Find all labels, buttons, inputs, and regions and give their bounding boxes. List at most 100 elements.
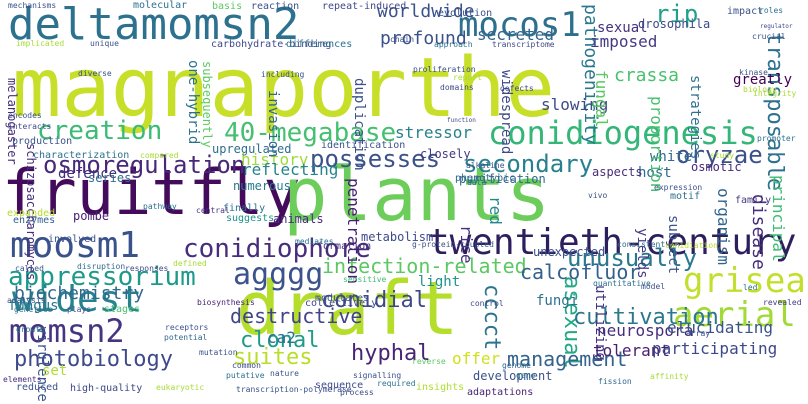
word-nature: nature — [270, 369, 299, 378]
word-common: common — [232, 361, 261, 370]
word-diverse: diverse — [78, 69, 112, 78]
word-animals: animals — [273, 212, 324, 226]
word-fruitfly: fruitfly — [2, 156, 301, 229]
word-quantitative: quantitative — [593, 279, 651, 288]
word-defined: defined — [173, 259, 207, 268]
word-slowing: slowing — [541, 95, 609, 114]
word-signalling: signalling — [353, 371, 402, 380]
word-implicated: implicated — [16, 39, 65, 48]
word-unique: unique — [90, 39, 119, 48]
word-enzymes: enzymes — [13, 215, 56, 226]
word-schizosaccharomyces: schizosaccharomyces — [24, 143, 38, 281]
word-rice: rice — [457, 225, 476, 264]
word-array: array — [686, 329, 711, 338]
word-osmotic: osmotic — [691, 160, 742, 174]
word-compared: compared — [140, 151, 179, 160]
word-consistent: consistent — [617, 240, 666, 249]
word-model: model — [641, 282, 666, 291]
word-gene: gene — [516, 371, 536, 380]
word-required: required — [377, 379, 416, 388]
word-mocos1: mocos1 — [458, 5, 581, 45]
word-osmoregulation: osmoregulation — [43, 151, 246, 179]
word-family: family — [735, 195, 772, 206]
word-sequence: sequence — [315, 380, 364, 391]
word-phenotypic: phenotypic — [455, 173, 516, 184]
word-alkaline: alkaline — [466, 161, 505, 170]
word-molecular: molecular — [133, 0, 188, 11]
word-ca2: ca2 — [267, 328, 296, 347]
word-40-megabase: 40-megabase — [224, 118, 397, 148]
word-drosophila: drosophila — [638, 17, 711, 31]
word-insights: insights — [416, 382, 465, 393]
word-upregulated: upregulated — [212, 142, 292, 156]
word-carbohydrate-binding: carbohydrate-binding — [211, 39, 332, 50]
word-photobiology: photobiology — [14, 347, 173, 372]
word-elements: elements — [3, 375, 42, 384]
word-suites: suites — [233, 345, 313, 370]
word-defence: defence — [58, 166, 118, 182]
word-involved: involved — [48, 234, 97, 245]
word-deltamomsn2: deltamomsn2 — [8, 0, 300, 50]
word-possesses: possesses — [310, 145, 441, 173]
word-widespread: widespread — [498, 70, 514, 155]
word-control: control — [470, 299, 504, 308]
word-kinase: kinase — [739, 68, 768, 77]
word-one-hybrid: one-hybrid — [185, 60, 201, 145]
word-encodes: encodes — [8, 111, 42, 120]
word-fission: fission — [598, 377, 632, 386]
word-widest: widest — [12, 279, 143, 320]
word-crassa: crassa — [614, 65, 680, 86]
word-red: red — [486, 196, 505, 225]
word-agggg: agggg — [233, 257, 324, 292]
word-sexual: sexual — [597, 20, 648, 36]
word-fungi: fungi — [536, 293, 579, 309]
word-twentieth-century: twentieth-century — [428, 222, 797, 263]
word-plants: plants — [283, 152, 551, 238]
word-report: report — [453, 73, 482, 82]
word-biology: biology — [743, 85, 777, 94]
word-subsequently: subsequently — [200, 61, 214, 148]
word-aspects: aspects — [592, 165, 643, 179]
word-unusually: unusually — [567, 244, 698, 272]
word-appressorium: appressorium — [8, 262, 196, 292]
word-pathway: pathway — [143, 202, 177, 211]
word-tolerant: tolerant — [593, 341, 671, 360]
word-disruption: disruption — [77, 262, 126, 271]
word-affinity: affinity — [650, 372, 689, 381]
word-transcription-polymerase: transcription-polymerase — [236, 385, 352, 394]
word-responses: responses — [125, 264, 169, 273]
word-vivo: vivo — [588, 191, 608, 200]
word-reverse: reverse — [412, 357, 446, 366]
word-genetics: genetics — [14, 305, 53, 314]
word-secreted: secreted — [477, 25, 555, 44]
word-fungus: fungus — [8, 298, 59, 314]
word-process: process — [340, 388, 374, 397]
word-penetration: penetration — [344, 178, 363, 284]
word-momsn2: momsn2 — [9, 312, 125, 350]
word-mechanisms: mechanisms — [8, 1, 57, 10]
word-led: led — [743, 283, 758, 292]
word-integrity: integrity — [753, 89, 797, 98]
word-conidiation: conidiation — [665, 241, 718, 250]
word-cultivation: cultivation — [573, 305, 719, 330]
word-asexual: asexual — [559, 276, 584, 369]
word-rip: rip — [655, 0, 699, 28]
word-eukaryotic: eukaryotic — [156, 383, 205, 392]
word-proliferation: proliferation — [413, 65, 476, 74]
word-infection-related: infection-related — [322, 254, 527, 278]
word-receptors: receptors — [165, 323, 209, 332]
word-transposable: transposable — [762, 32, 787, 191]
word-pombe: pombe — [73, 209, 110, 223]
word-white: white — [650, 149, 693, 165]
word-hyphal: hyphal — [351, 341, 431, 366]
word-adaptations: adaptations — [467, 387, 534, 398]
word-unexpected: unexpected — [533, 245, 606, 259]
word-identification: identification — [321, 140, 406, 151]
word-purification: purification — [459, 172, 546, 186]
word-grisea: grisea — [683, 261, 806, 301]
word-conidiogenesis: conidiogenesis — [488, 114, 758, 152]
word-light: light — [418, 274, 461, 290]
word-numerous: numerous — [233, 179, 291, 193]
word-characterization: characterization — [33, 150, 130, 161]
